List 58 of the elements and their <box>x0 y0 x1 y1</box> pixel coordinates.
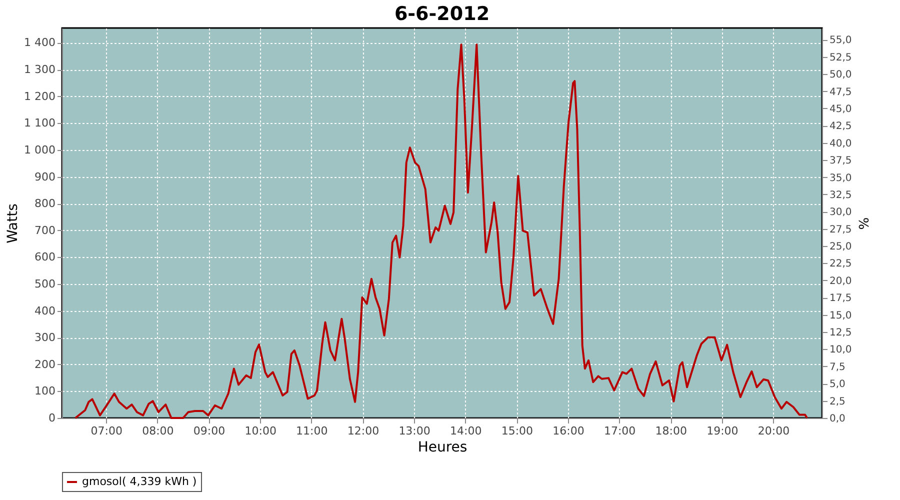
y2-tick-label: 7,5 <box>830 362 846 373</box>
chart-title: 6-6-2012 <box>394 3 490 25</box>
y2-tick-label: 12,5 <box>830 328 852 339</box>
y2-tick-label: 15,0 <box>830 310 852 322</box>
x-tick-label: 07:00 <box>90 424 122 438</box>
y2-tick-label: 5,0 <box>830 379 846 390</box>
y2-tick-label: 20,0 <box>830 276 852 287</box>
y-tick-label: 900 <box>34 170 56 184</box>
y-tick-label: 400 <box>34 304 56 318</box>
x-tick-label: 13:00 <box>398 424 430 438</box>
x-tick-label: 18:00 <box>655 424 687 438</box>
y-tick-label: 800 <box>34 197 56 210</box>
x-tick-label: 11:00 <box>296 424 328 438</box>
y2-tick-label: 37,5 <box>830 156 852 167</box>
x-tick-label: 10:00 <box>244 424 276 438</box>
y-axis-title: Watts <box>5 204 22 244</box>
y2-tick-label: 35,0 <box>830 172 852 184</box>
x-tick-label: 08:00 <box>142 424 174 438</box>
y2-tick-label: 2,5 <box>830 396 846 408</box>
y-tick-label: 0 <box>48 412 56 424</box>
x-tick-label: 17:00 <box>604 424 636 438</box>
y-tick-label: 1 400 <box>24 36 56 50</box>
y-tick-label: 600 <box>34 250 56 264</box>
y2-tick-label: 10,0 <box>830 344 852 356</box>
y-tick-label: 100 <box>34 384 56 398</box>
x-tick-label: 15:00 <box>501 424 534 438</box>
y2-tick-label: 55,0 <box>830 35 852 46</box>
y-tick-label: 1 100 <box>24 116 56 130</box>
x-tick-label: 20:00 <box>758 424 790 438</box>
y-tick-label: 1 200 <box>24 90 56 103</box>
y2-tick-label: 22,5 <box>830 258 852 270</box>
y2-tick-label: 52,5 <box>830 52 852 64</box>
y2-tick-label: 42,5 <box>830 121 852 132</box>
y2-tick-label: 27,5 <box>830 224 852 236</box>
y-tick-label: 1 300 <box>24 63 56 76</box>
line-series <box>74 44 808 419</box>
y2-tick-label: 25,0 <box>830 242 852 253</box>
x-tick-label: 16:00 <box>552 424 584 438</box>
y2-tick-label: 17,5 <box>830 293 852 304</box>
y-tick-label: 200 <box>34 358 56 371</box>
y2-tick-label: 30,0 <box>830 207 852 218</box>
y-tick-label: 500 <box>34 277 56 290</box>
y2-tick-label: 50,0 <box>830 70 852 81</box>
x-axis-title: Heures <box>418 440 468 456</box>
y2-axis-title: % <box>854 217 870 230</box>
x-tick-label: 12:00 <box>347 424 380 438</box>
y2-tick-label: 32,5 <box>830 190 852 201</box>
y2-tick-label: 45,0 <box>830 104 852 115</box>
y-tick-label: 700 <box>34 224 56 237</box>
y2-tick-label: 47,5 <box>830 86 852 98</box>
y2-tick-label: 0,0 <box>830 414 846 424</box>
y2-tick-label: 40,0 <box>830 138 852 150</box>
x-tick-label: 09:00 <box>193 424 226 438</box>
y-tick-label: 1 000 <box>24 143 56 156</box>
y-tick-label: 300 <box>34 331 56 344</box>
x-tick-label: 19:00 <box>706 424 738 438</box>
legend-label: gmosol( 4,339 kWh ) <box>82 475 197 488</box>
x-tick-label: 14:00 <box>450 424 482 438</box>
